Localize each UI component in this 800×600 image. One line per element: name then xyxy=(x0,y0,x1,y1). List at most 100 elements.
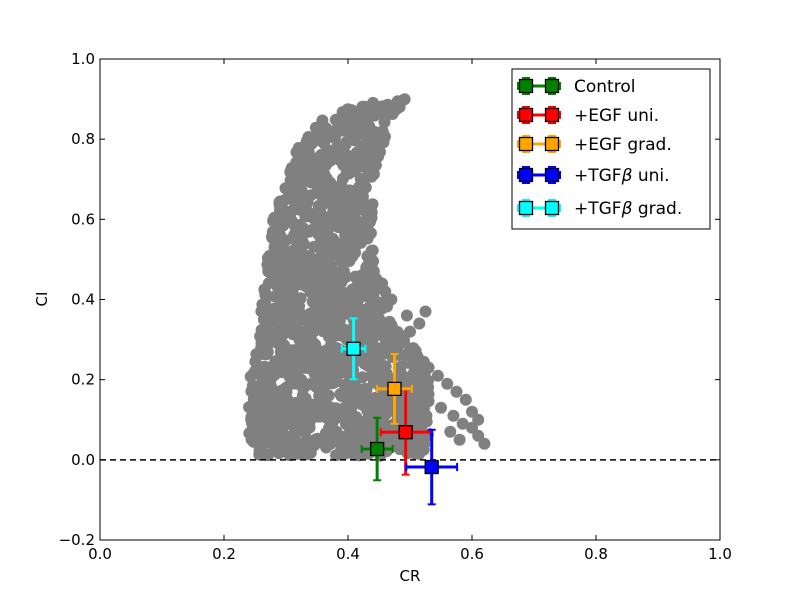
cloud-point xyxy=(413,353,426,366)
cloud-point xyxy=(327,130,339,142)
cloud-point xyxy=(321,278,334,291)
cloud-point xyxy=(456,417,469,430)
cloud-point xyxy=(321,148,334,161)
legend-label: Control xyxy=(574,77,635,97)
cloud-point xyxy=(459,393,472,406)
cloud-point xyxy=(256,298,269,311)
cloud-point xyxy=(302,133,315,146)
cloud-point xyxy=(364,264,377,277)
cloud-point xyxy=(356,285,369,298)
cloud-point xyxy=(331,212,343,225)
cloud-point xyxy=(350,411,363,424)
cloud-point xyxy=(306,271,319,284)
data-point-marker xyxy=(387,381,402,397)
cloud-point xyxy=(326,377,339,390)
cloud-point xyxy=(259,331,272,344)
cloud-point xyxy=(367,407,380,420)
cloud-point xyxy=(368,358,381,371)
cloud-point xyxy=(363,305,376,318)
cloud-point xyxy=(290,351,302,364)
cloud-point xyxy=(347,392,360,405)
cloud-point xyxy=(275,366,288,378)
cloud-point xyxy=(261,346,274,359)
cloud-point xyxy=(304,176,317,189)
cloud-point xyxy=(287,315,299,328)
cloud-point xyxy=(366,430,379,443)
legend-label: +EGF uni. xyxy=(574,106,659,126)
cloud-point xyxy=(453,433,466,446)
cloud-point xyxy=(297,257,310,270)
cloud-point xyxy=(273,323,286,336)
cloud-point xyxy=(419,305,432,318)
cloud-point xyxy=(302,317,315,330)
y-tick-label: 0.8 xyxy=(71,130,95,148)
cloud-point xyxy=(287,162,300,175)
cloud-point xyxy=(258,283,271,296)
cloud-point xyxy=(299,425,312,437)
cloud-point xyxy=(261,390,274,403)
legend-marker xyxy=(544,200,560,216)
cloud-point xyxy=(321,263,334,275)
cloud-point xyxy=(313,187,326,200)
x-axis-label: CR xyxy=(400,567,421,585)
cloud-point xyxy=(368,160,381,173)
legend-marker xyxy=(544,78,560,94)
cloud-point xyxy=(352,216,364,229)
legend: Control +EGF uni. +EGF grad. +TGFβ uni. +TGF… xyxy=(511,68,711,230)
cloud-point xyxy=(300,411,312,423)
y-tick-label: 1.0 xyxy=(71,50,95,68)
legend-label: +EGF grad. xyxy=(574,135,672,155)
x-tick-label: 1.0 xyxy=(708,545,732,563)
cloud-point xyxy=(286,283,299,296)
cloud-point xyxy=(350,148,363,161)
cloud-point xyxy=(247,435,260,448)
y-tick-label: 0.6 xyxy=(71,210,95,228)
cloud-point xyxy=(336,257,349,270)
x-tick-label: 0.4 xyxy=(336,545,360,563)
cloud-point xyxy=(314,365,327,378)
cloud-point xyxy=(336,359,349,372)
cloud-point xyxy=(316,394,329,407)
y-tick-label: 0.4 xyxy=(71,291,95,309)
cloud-point xyxy=(304,285,317,298)
cloud-point xyxy=(359,181,372,194)
cloud-point xyxy=(335,275,348,288)
cloud-point xyxy=(342,436,355,449)
legend-marker xyxy=(544,107,560,123)
cloud-point xyxy=(441,377,454,390)
cloud-point xyxy=(365,244,378,257)
cloud-point xyxy=(326,296,339,309)
legend-label: +TGFβ uni. xyxy=(574,166,670,186)
cloud-point xyxy=(249,364,262,377)
cloud-point xyxy=(413,447,426,460)
cloud-point xyxy=(345,249,358,262)
x-tick-label: 0.0 xyxy=(88,545,112,563)
cloud-point xyxy=(407,368,420,380)
cloud-point xyxy=(359,382,372,395)
y-tick-label: −0.2 xyxy=(59,531,95,549)
legend-entry: +TGFβ grad. xyxy=(517,199,682,219)
cloud-point xyxy=(320,433,333,446)
cloud-point xyxy=(368,341,381,354)
cloud-point xyxy=(330,425,343,438)
cloud-point xyxy=(333,323,346,336)
cloud-point xyxy=(367,373,380,386)
legend-marker xyxy=(518,107,534,123)
cloud-point xyxy=(247,386,260,399)
cloud-point xyxy=(268,335,281,348)
cloud-point xyxy=(400,309,413,322)
cloud-point xyxy=(386,102,399,115)
cloud-point xyxy=(300,152,313,165)
cloud-point xyxy=(310,356,323,369)
cloud-point xyxy=(321,249,334,262)
cloud-point xyxy=(348,125,361,138)
data-point-marker xyxy=(346,341,361,356)
y-tick-label: 0.2 xyxy=(71,371,95,389)
cloud-point xyxy=(308,305,321,318)
legend-entry: +TGFβ uni. xyxy=(517,166,670,186)
y-tick-label: 0.0 xyxy=(71,451,95,469)
cloud-point xyxy=(316,229,329,242)
cloud-point xyxy=(373,133,386,146)
y-axis-label: CI xyxy=(33,292,51,307)
cloud-point xyxy=(275,284,288,297)
